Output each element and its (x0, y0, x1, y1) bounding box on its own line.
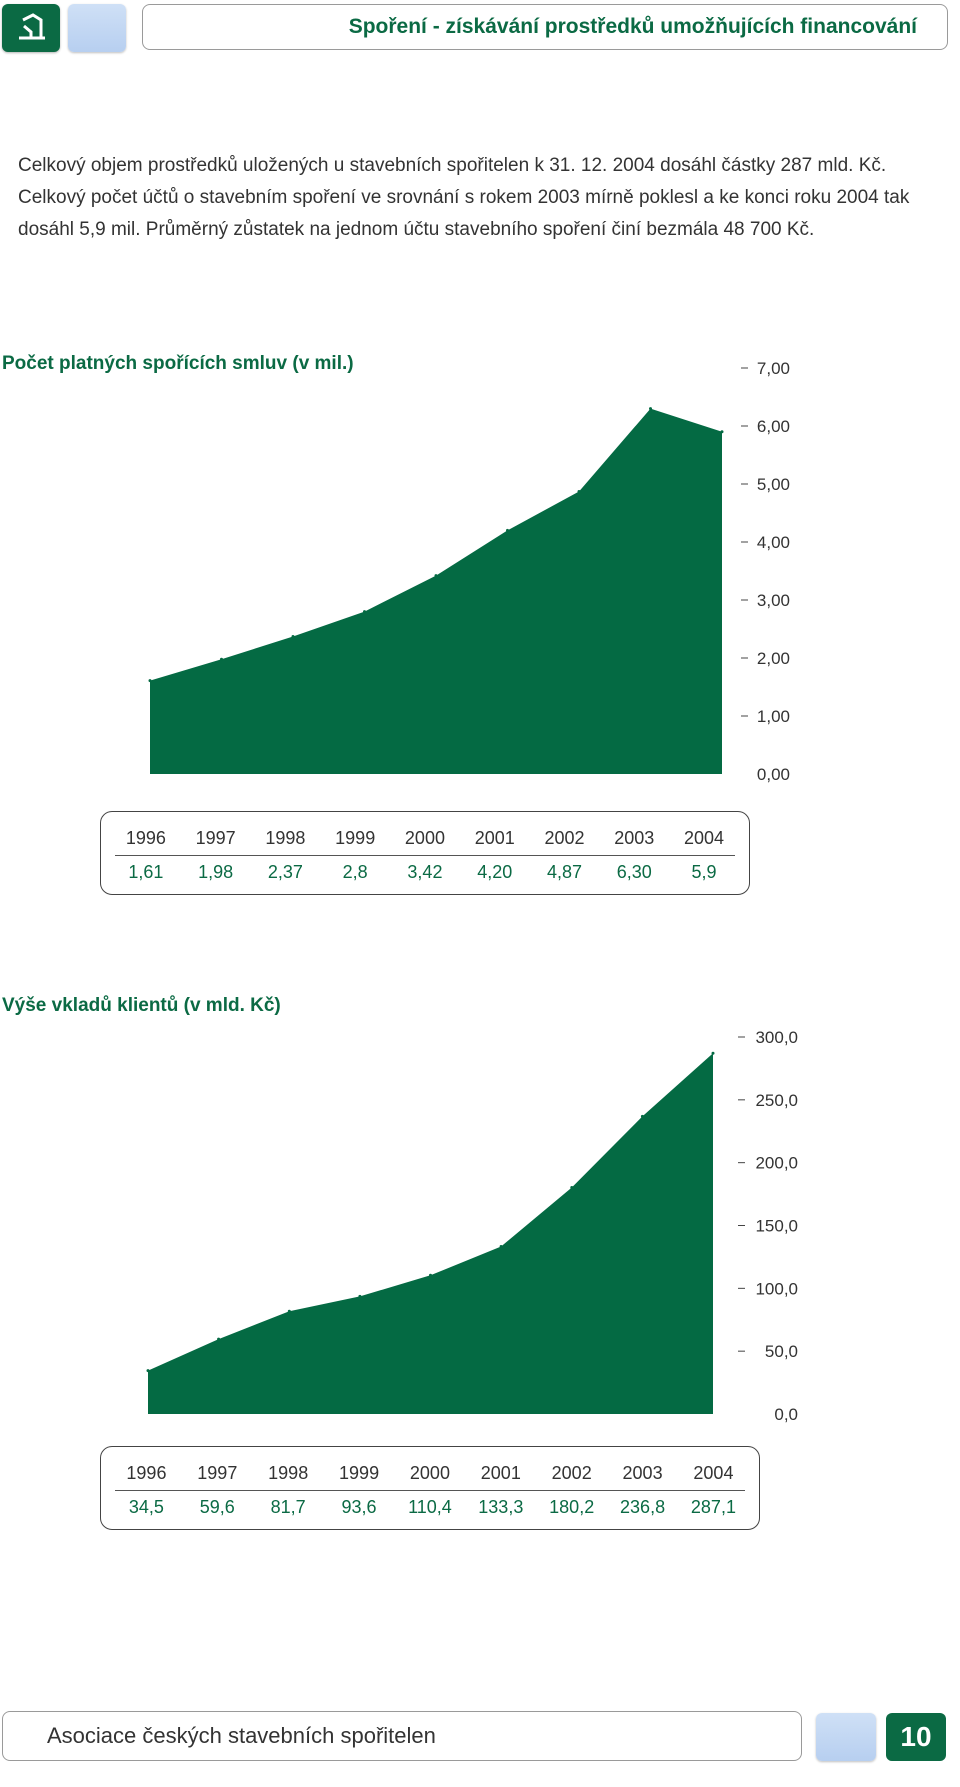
table-year-cell: 1997 (195, 828, 236, 848)
data-point-2003 (649, 407, 652, 411)
y-tick-label: 100,0 (755, 1279, 798, 1298)
table-value-cell: 2,8 (342, 862, 368, 882)
data-point-2004 (711, 1051, 715, 1055)
data-point-1999 (363, 610, 366, 614)
table-year-cell: 2003 (622, 1463, 663, 1483)
table-value-cell: 4,87 (546, 862, 582, 882)
page-title: Spoření - získávání prostředků umožňujíc… (142, 4, 948, 50)
data-point-1996 (146, 1369, 150, 1373)
data-point-1997 (217, 1337, 221, 1341)
table-value-cell: 4,20 (477, 862, 513, 882)
table-values-row: 1,61 1,98 2,37 2,8 3,42 4,20 4,87 6,30 5,9 (101, 858, 749, 886)
table-value-cell: 93,6 (341, 1497, 377, 1517)
data-point-1996 (148, 679, 152, 683)
table-year-cell: 2000 (409, 1463, 450, 1483)
table-year-cell: 2001 (474, 828, 515, 848)
footer-nav-square[interactable] (816, 1713, 876, 1761)
y-tick-label: 7,00 (757, 359, 790, 378)
table-value-cell: 1,98 (198, 862, 234, 882)
table-year-cell: 1999 (335, 828, 376, 848)
nav-square-button[interactable] (68, 4, 126, 52)
y-tick-label: 2,00 (757, 649, 790, 668)
y-tick-label: 5,00 (757, 475, 790, 494)
deposits-area-chart: 0,0 50,0 100,0 150,0 200,0 250,0 300,0 (146, 1028, 798, 1424)
table-year-cell: 1996 (125, 828, 166, 848)
table-years-row: 1996 1997 1998 1999 2000 2001 2002 2003 2004 (101, 1459, 759, 1487)
area-series (148, 1053, 713, 1414)
home-button[interactable] (2, 4, 60, 52)
data-point-2004 (720, 430, 724, 434)
page-number: 10 (886, 1713, 946, 1761)
y-tick-label: 0,0 (774, 1405, 798, 1424)
table-value-cell: 59,6 (199, 1497, 235, 1517)
table-years-row: 1996 1997 1998 1999 2000 2001 2002 2003 2004 (101, 824, 749, 852)
contracts-data-table: 1996 1997 1998 1999 2000 2001 2002 2003 2004 1,6… (100, 811, 750, 895)
table-divider (115, 1490, 745, 1491)
data-point-2003 (640, 1114, 644, 1118)
data-point-2002 (577, 490, 581, 493)
table-value-cell: 2,37 (267, 862, 303, 882)
data-point-1998 (291, 635, 295, 638)
table-year-cell: 2004 (683, 828, 725, 848)
y-tick-label: 150,0 (755, 1217, 798, 1236)
data-point-1999 (358, 1294, 362, 1298)
table-year-cell: 2003 (614, 828, 655, 848)
data-point-2000 (434, 574, 438, 578)
contracts-area-chart: 0,00 1,00 2,00 3,00 4,00 5,00 6,00 7,00 (148, 359, 790, 784)
table-year-cell: 2002 (544, 828, 585, 848)
table-value-cell: 180,2 (549, 1497, 595, 1517)
y-tick-label: 6,00 (757, 417, 790, 436)
data-point-1997 (220, 657, 223, 661)
y-tick-label: 3,00 (757, 591, 790, 610)
y-tick-label: 1,00 (757, 707, 790, 726)
table-value-cell: 110,4 (408, 1497, 452, 1517)
table-value-cell: 34,5 (128, 1497, 164, 1517)
table-value-cell: 5,9 (691, 862, 717, 882)
data-point-2001 (506, 528, 509, 532)
table-year-cell: 1998 (268, 1463, 309, 1483)
table-values-row: 34,5 59,6 81,7 93,6 110,4 133,3 180,2 236,8 287,… (101, 1493, 759, 1521)
y-tick-label: 200,0 (755, 1154, 798, 1173)
deposits-data-table: 1996 1997 1998 1999 2000 2001 2002 2003 2004 34,… (100, 1446, 760, 1530)
intro-paragraph: Celkový objem prostředků uložených u sta… (18, 155, 910, 240)
data-point-1998 (287, 1309, 291, 1313)
table-year-cell: 2000 (404, 828, 445, 848)
table-year-cell: 1998 (265, 828, 306, 848)
y-tick-label: 4,00 (757, 533, 790, 552)
table-year-cell: 2001 (480, 1463, 521, 1483)
table-value-cell: 133,3 (478, 1497, 524, 1517)
table-year-cell: 2004 (693, 1463, 734, 1483)
y-tick-label: 300,0 (755, 1028, 798, 1047)
home-icon (19, 13, 45, 40)
data-point-2000 (429, 1273, 432, 1277)
data-point-2001 (499, 1245, 503, 1248)
table-value-cell: 287,1 (690, 1497, 736, 1517)
y-tick-label: 50,0 (765, 1342, 798, 1361)
table-divider (115, 855, 735, 856)
table-year-cell: 1999 (339, 1463, 380, 1483)
footer-organization: Asociace českých stavebních spořitelen (2, 1711, 802, 1761)
table-year-cell: 1997 (197, 1463, 238, 1483)
table-value-cell: 3,42 (407, 862, 443, 882)
table-value-cell: 1,61 (128, 862, 164, 882)
chart-title-deposits: Výše vkladů klientů (v mld. Kč) (2, 995, 281, 1016)
table-year-cell: 2002 (551, 1463, 592, 1483)
data-point-2002 (570, 1186, 574, 1189)
y-tick-label: 250,0 (755, 1091, 798, 1110)
area-series (150, 408, 722, 774)
y-tick-label: 0,00 (757, 765, 790, 784)
table-value-cell: 6,30 (616, 862, 652, 882)
table-value-cell: 81,7 (270, 1497, 306, 1517)
chart-title-contracts: Počet platných spořících smluv (v mil.) (2, 353, 354, 374)
table-year-cell: 1996 (126, 1463, 167, 1483)
table-value-cell: 236,8 (620, 1497, 666, 1517)
